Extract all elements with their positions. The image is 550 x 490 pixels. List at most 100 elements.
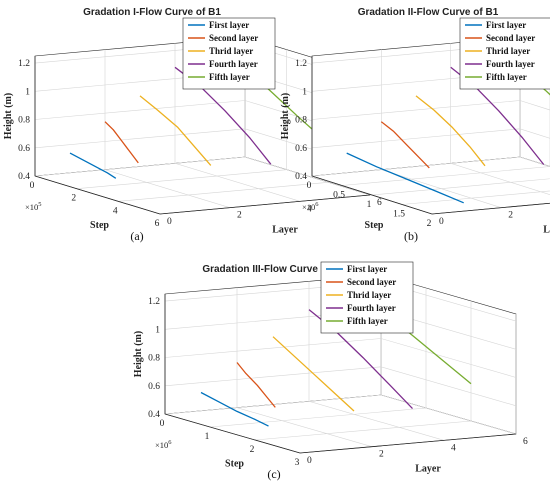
- y-axis-title: Layer: [272, 225, 298, 236]
- grid-line-z: [311, 156, 550, 177]
- legend-entry: Second layer: [209, 33, 258, 43]
- y-axis-line: [159, 194, 371, 215]
- x-exponent-power: 5: [38, 201, 41, 208]
- z-tick-label: 0.4: [18, 172, 30, 182]
- series-line-3: [415, 95, 486, 167]
- series-line-1: [346, 152, 464, 204]
- y-tick-label: 2: [379, 450, 384, 460]
- legend-entry: Fifth layer: [486, 72, 527, 82]
- chart-title: Gradation III-Flow Curve of B1: [202, 264, 346, 275]
- z-tick-label: 0.6: [148, 382, 160, 392]
- grid-line-z: [311, 100, 550, 120]
- legend-entry: Second layer: [486, 33, 535, 43]
- series-line-3: [272, 336, 355, 412]
- legend-entry: Second layer: [347, 277, 396, 287]
- legend-entry: Fourth layer: [486, 59, 535, 69]
- x-tick-label: 0: [30, 181, 35, 191]
- series-line-1: [69, 152, 117, 179]
- x-tick-label: 2: [71, 194, 76, 204]
- x-tick-label: 2: [427, 219, 432, 229]
- chart-title: Gradation I-Flow Curve of B1: [83, 7, 221, 18]
- y-tick-label: 2: [508, 211, 513, 221]
- y-axis-line: [431, 202, 550, 215]
- z-tick-label: 1.2: [295, 59, 307, 69]
- chart-title: Gradation II-Flow Curve of B1: [358, 7, 499, 18]
- z-axis-title: Height (m): [133, 331, 144, 377]
- grid-line-z: [164, 394, 517, 435]
- y-axis-title: Layer: [415, 464, 441, 475]
- series-line-2: [104, 121, 139, 164]
- legend: First layer Second layer Thrid layer Fourth…: [182, 17, 276, 90]
- x-exponent-power: 6: [168, 439, 172, 446]
- legend-entry: Fourth layer: [347, 303, 396, 313]
- y-tick-label: 6: [377, 198, 382, 208]
- z-axis-title: Height (m): [280, 93, 291, 139]
- legend-entry: Fifth layer: [209, 72, 250, 82]
- x-tick-label: 1: [205, 432, 210, 442]
- y-axis-title: Layer: [543, 225, 550, 236]
- legend-entry: Fourth layer: [209, 59, 258, 69]
- legend-entry: Fifth layer: [347, 316, 388, 326]
- z-tick-label: 0.4: [148, 410, 160, 420]
- z-tick-label: 1.2: [148, 297, 160, 307]
- legend-entry: Thrid layer: [209, 46, 253, 56]
- z-tick-label: 0.6: [18, 144, 30, 154]
- z-tick-label: 1: [25, 87, 30, 97]
- series-line-2: [236, 362, 276, 408]
- y-tick-label: 4: [451, 443, 456, 453]
- series-line-2: [380, 121, 430, 169]
- y-axis-line: [299, 433, 517, 454]
- panel-caption: (a): [130, 229, 143, 243]
- legend-entry: First layer: [347, 264, 387, 274]
- x-tick-label: 3: [295, 458, 300, 468]
- y-tick-label: 0: [307, 456, 312, 466]
- z-tick-label: 0.8: [18, 116, 30, 126]
- x-exponent-power: 6: [315, 201, 319, 208]
- y-tick-label: 0: [439, 217, 444, 227]
- series-line-1: [200, 391, 269, 427]
- y-tick-label: 2: [237, 211, 242, 221]
- x-axis-title: Step: [365, 220, 384, 231]
- x-axis-line: [164, 413, 301, 454]
- x-axis-title: Step: [90, 220, 109, 231]
- x-tick-label: 1.5: [393, 210, 405, 220]
- x-tick-label: 6: [155, 219, 160, 229]
- z-tick-label: 1: [302, 87, 307, 97]
- legend: First layer Second layer Thrid layer Fourth…: [459, 17, 550, 90]
- x-axis-line: [34, 175, 161, 215]
- grid-line-z: [164, 338, 517, 378]
- y-tick-label: 6: [523, 437, 528, 447]
- legend-entry: First layer: [486, 20, 526, 30]
- grid-line-z: [34, 156, 371, 196]
- x-tick-label: 0.5: [333, 191, 345, 201]
- x-tick-label: 2: [250, 445, 255, 455]
- panel-caption: (c): [267, 467, 280, 481]
- x-tick-label: 4: [113, 206, 118, 216]
- legend: First layer Second layer Thrid layer Fourth…: [320, 261, 414, 334]
- z-tick-label: 1.2: [18, 59, 30, 69]
- panel-caption: (b): [404, 229, 418, 243]
- grid-line-z: [164, 366, 517, 407]
- x-tick-label: 0: [307, 181, 312, 191]
- y-tick-label: 0: [167, 217, 172, 227]
- z-tick-label: 0.6: [295, 144, 307, 154]
- legend-entry: First layer: [209, 20, 249, 30]
- z-tick-label: 0.8: [295, 116, 307, 126]
- legend-entry: Thrid layer: [347, 290, 391, 300]
- z-tick-label: 0.8: [148, 354, 160, 364]
- legend-entry: Thrid layer: [486, 46, 530, 56]
- x-axis-title: Step: [225, 459, 244, 470]
- x-exponent-label: ×106: [302, 201, 319, 212]
- z-tick-label: 0.4: [295, 172, 307, 182]
- x-exponent-label: ×106: [155, 439, 172, 450]
- z-tick-label: 1: [155, 325, 160, 335]
- y-tick-label: 4: [307, 204, 312, 214]
- x-tick-label: 0: [160, 419, 165, 429]
- series-line-3: [139, 95, 212, 166]
- z-axis-title: Height (m): [3, 93, 14, 139]
- x-tick-label: 1: [367, 200, 372, 210]
- x-axis-line: [311, 175, 433, 215]
